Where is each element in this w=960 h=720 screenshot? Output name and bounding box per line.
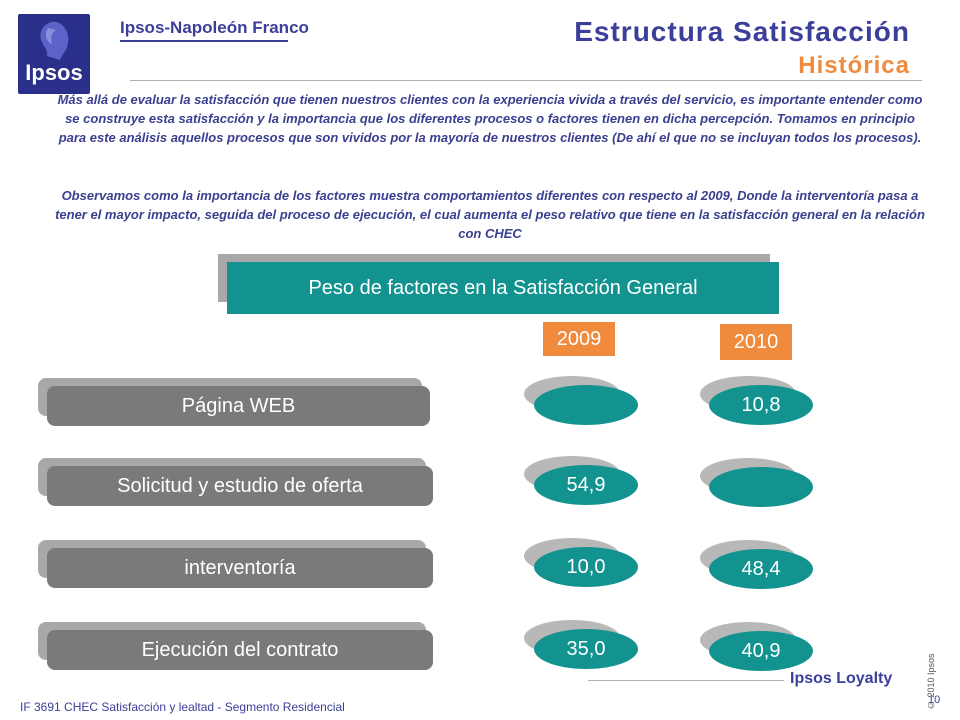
face-silhouette-icon (40, 21, 69, 60)
value-2009-pagina-web (534, 385, 638, 425)
table-heading: Peso de factores en la Satisfacción Gene… (227, 262, 779, 314)
program-brand: Ipsos Loyalty (790, 670, 893, 687)
page-subtitle: Histórica (798, 52, 910, 79)
intro-paragraph-2: Observamos como la importancia de los fa… (55, 188, 925, 241)
value-2010-solicitud (709, 467, 813, 507)
value-2010-pagina-web: 10,8 (709, 385, 813, 425)
page-title: Estructura Satisfacción (574, 16, 910, 47)
page-number: 10 (928, 694, 941, 706)
value-2009-solicitud: 54,9 (534, 465, 638, 505)
value-2009-interventoria: 10,0 (534, 547, 638, 587)
footer-divider (588, 680, 784, 681)
document-reference: IF 3691 CHEC Satisfacción y lealtad - Se… (20, 700, 345, 714)
logo-text: Ipsos (25, 60, 83, 85)
value-2010-interventoria: 48,4 (709, 549, 813, 589)
year-badge-2010: 2010 (720, 324, 792, 360)
year-badge-2009: 2009 (543, 322, 615, 356)
title-divider (130, 80, 922, 81)
brand-underline (120, 40, 288, 42)
category-pagina-web: Página WEB (47, 386, 430, 426)
brand-name: Ipsos-Napoleón Franco (120, 18, 309, 37)
value-2009-ejecucion: 35,0 (534, 629, 638, 669)
value-2010-ejecucion: 40,9 (709, 631, 813, 671)
intro-paragraph-1: Más allá de evaluar la satisfacción que … (57, 92, 923, 145)
category-interventoria: interventoría (47, 548, 433, 588)
category-ejecucion-contrato: Ejecución del contrato (47, 630, 433, 670)
ipsos-logo: Ipsos (18, 14, 90, 94)
category-solicitud-estudio-oferta: Solicitud y estudio de oferta (47, 466, 433, 506)
